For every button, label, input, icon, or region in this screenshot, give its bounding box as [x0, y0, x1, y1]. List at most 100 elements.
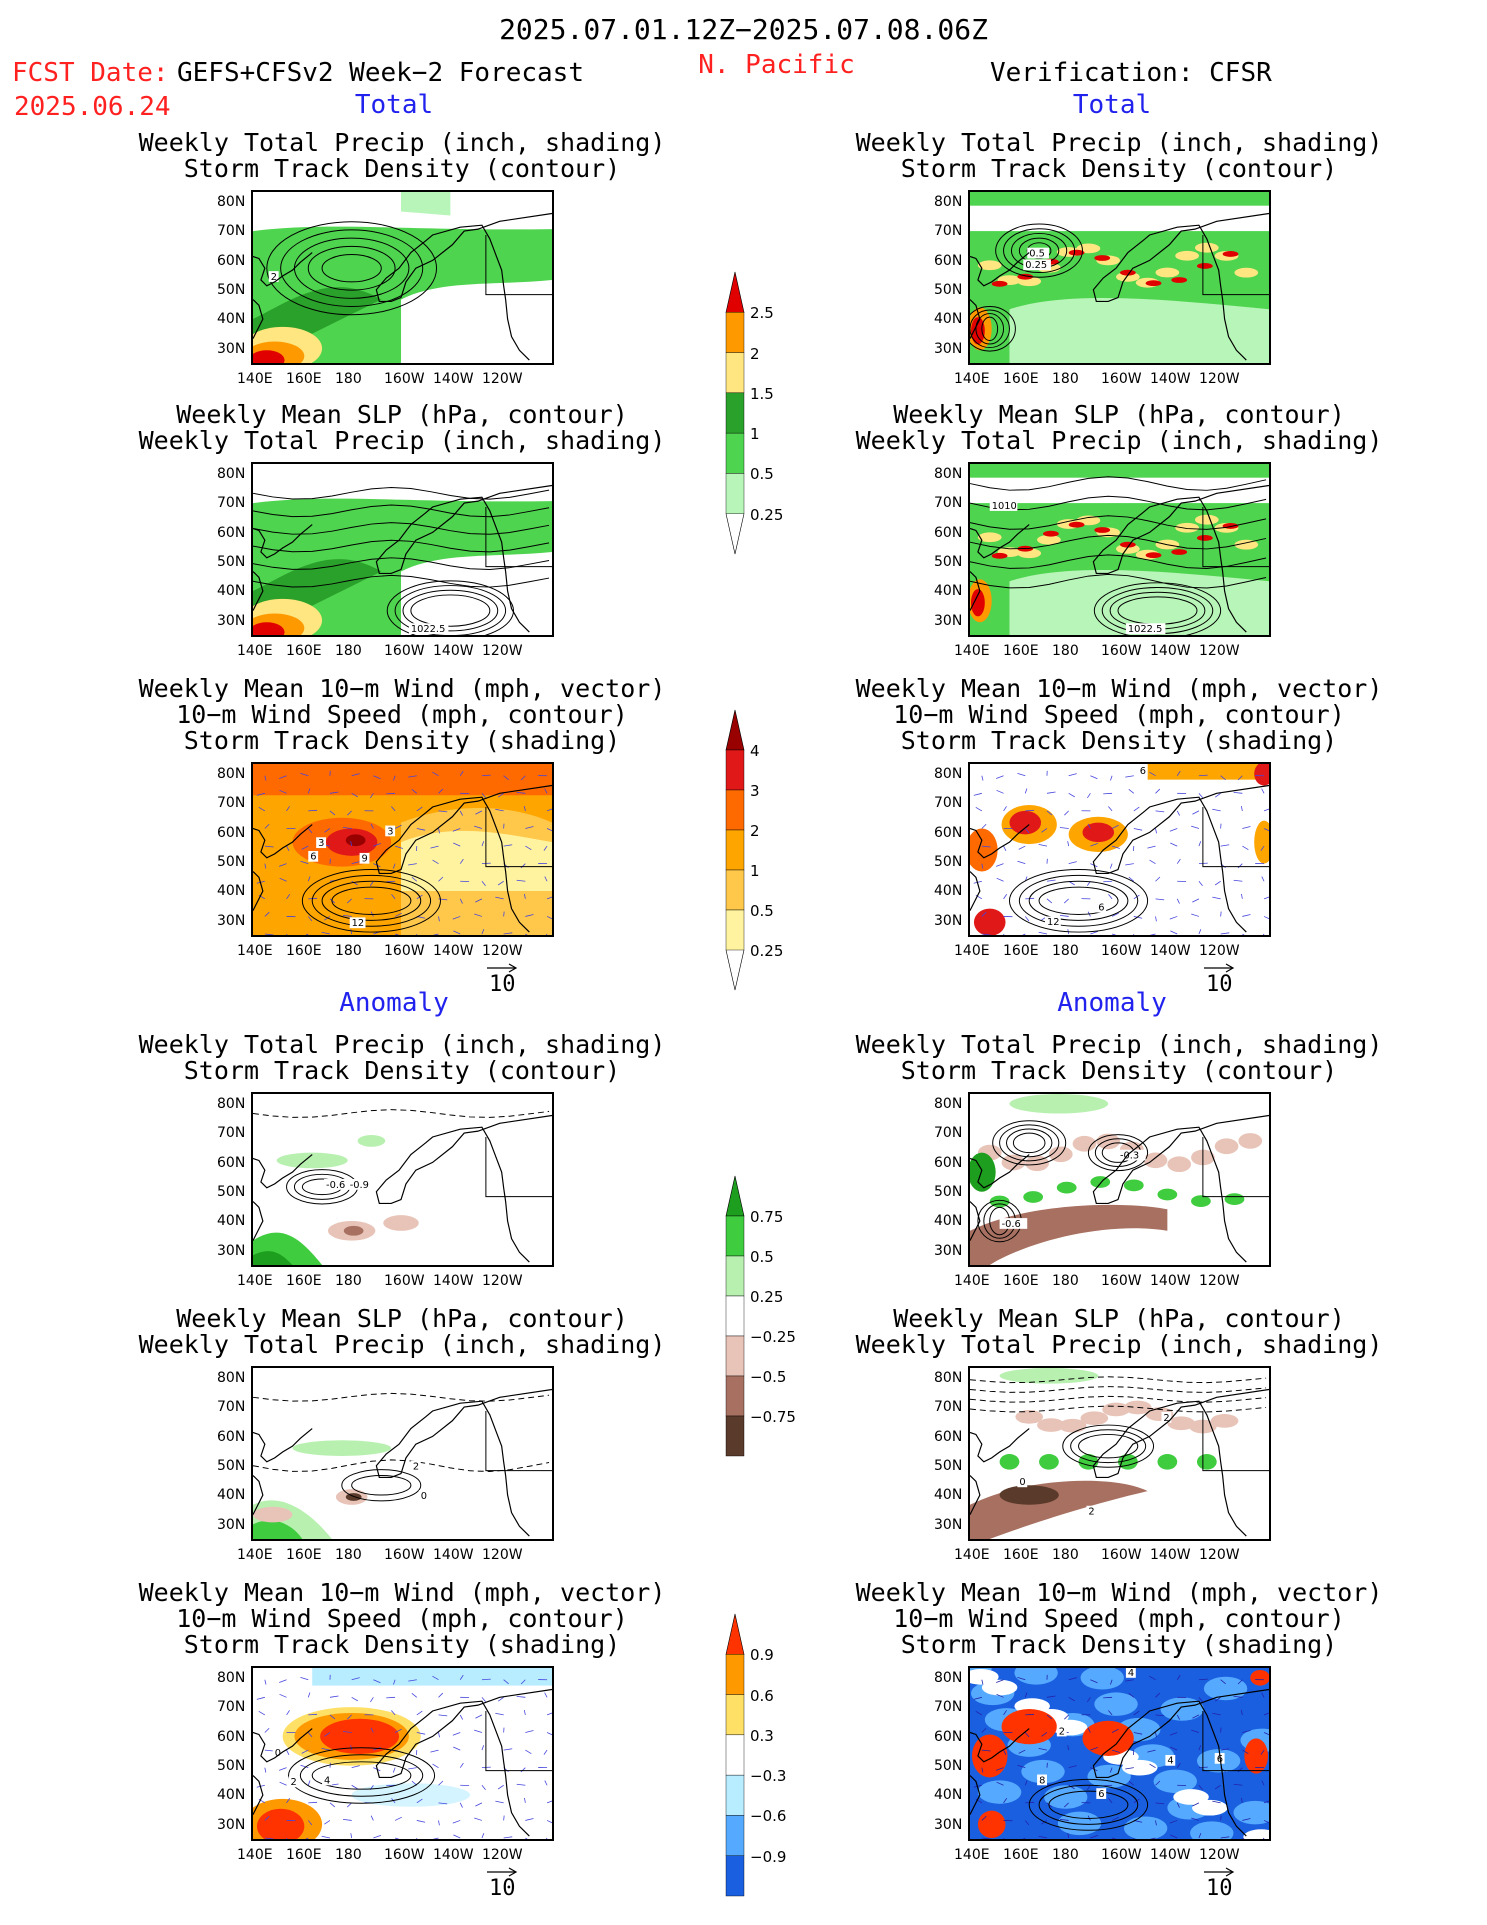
- lon-label: 180: [335, 371, 362, 387]
- colorbar-label: −0.25: [750, 1328, 796, 1346]
- svg-text:1022.5: 1022.5: [1128, 624, 1162, 635]
- lat-label: 50N: [217, 553, 246, 570]
- lat-label: 80N: [934, 1096, 963, 1112]
- map-svg: 1010 1022.5: [970, 464, 1269, 635]
- lon-label: 160E: [286, 1547, 322, 1563]
- panel-title-line: Weekly Total Precip (inch, shading): [138, 426, 666, 455]
- section-total-verification: Total: [1072, 90, 1152, 120]
- vector-ref-value: 10: [1206, 972, 1233, 997]
- map-frame: 1022.5: [251, 462, 554, 637]
- lon-label: 160E: [1003, 1847, 1039, 1863]
- lat-label: 30N: [934, 912, 963, 929]
- lat-label: 40N: [934, 311, 963, 328]
- section-anomaly-forecast: Anomaly: [339, 988, 449, 1018]
- colorbar-svg: [725, 709, 745, 991]
- svg-text:0: 0: [421, 1491, 427, 1502]
- lat-label: 50N: [217, 1757, 246, 1774]
- lon-label: 160W: [1101, 1547, 1142, 1563]
- lon-label: 140W: [1150, 1847, 1191, 1863]
- colorbar-svg: [725, 1175, 745, 1457]
- lat-label: 30N: [934, 1816, 963, 1833]
- lon-label: 120W: [1199, 1847, 1240, 1863]
- lon-label: 180: [335, 643, 362, 659]
- panel-title-line: Weekly Mean 10−m Wind (mph, vector): [855, 674, 1383, 703]
- lon-label: 140E: [954, 943, 990, 959]
- lat-label: 40N: [217, 1487, 246, 1504]
- svg-text:1010: 1010: [992, 501, 1017, 512]
- lon-label: 140E: [237, 943, 273, 959]
- lat-label: 30N: [217, 1516, 246, 1533]
- vector-arrow-icon: [1204, 1867, 1235, 1877]
- map-svg: -0.6 -0.9: [253, 1094, 552, 1265]
- colorbar-label: 0.6: [750, 1686, 774, 1705]
- lat-label: 30N: [217, 1242, 246, 1259]
- svg-text:8: 8: [1039, 1775, 1045, 1786]
- lon-label: 140W: [433, 371, 474, 387]
- lat-label: 60N: [217, 1428, 246, 1445]
- vector-reference: 10: [485, 1866, 519, 1900]
- lon-label: 140E: [237, 643, 273, 659]
- lon-label: 160E: [1003, 643, 1039, 659]
- lon-label: 120W: [482, 943, 523, 959]
- panel-title-line: Storm Track Density (contour): [900, 1056, 1338, 1085]
- lat-label: 60N: [934, 252, 963, 269]
- svg-text:4: 4: [1128, 1668, 1134, 1679]
- lat-label: 60N: [934, 1154, 963, 1171]
- panel-title-line: Weekly Total Precip (inch, shading): [855, 1030, 1383, 1059]
- lon-label: 140E: [954, 1547, 990, 1563]
- map-frame: 2: [251, 190, 554, 365]
- lat-label: 50N: [217, 1457, 246, 1474]
- lat-label: 60N: [217, 524, 246, 541]
- map-svg: 1022.5: [253, 464, 552, 635]
- colorbar-label: 2: [750, 344, 760, 363]
- svg-text:3: 3: [387, 826, 393, 837]
- panel-title-line: Weekly Mean SLP (hPa, contour): [893, 400, 1345, 429]
- map-frame: 0 2 4: [251, 1666, 554, 1841]
- map-svg: 20: [253, 1368, 552, 1539]
- lon-label: 140W: [433, 1273, 474, 1289]
- lon-label: 160E: [286, 371, 322, 387]
- lon-label: 180: [335, 943, 362, 959]
- lon-label: 120W: [1199, 943, 1240, 959]
- lat-label: 70N: [217, 1699, 246, 1716]
- lat-label: 80N: [217, 466, 246, 482]
- lat-label: 60N: [217, 252, 246, 269]
- lat-label: 70N: [217, 1399, 246, 1416]
- vector-ref-value: 10: [489, 972, 516, 997]
- lat-label: 50N: [934, 553, 963, 570]
- lat-label: 80N: [217, 766, 246, 782]
- colorbar-label: 0.5: [750, 1248, 774, 1266]
- lon-label: 160W: [1101, 371, 1142, 387]
- svg-text:-0.9: -0.9: [350, 1180, 369, 1191]
- colorbar-label: 2: [750, 822, 760, 840]
- section-total-forecast: Total: [354, 90, 434, 120]
- lat-label: 80N: [934, 1370, 963, 1386]
- colorbar-label: 0.25: [750, 505, 784, 524]
- lat-label: 80N: [217, 1096, 246, 1112]
- section-anomaly-verification: Anomaly: [1057, 988, 1167, 1018]
- lat-label: 80N: [934, 1670, 963, 1686]
- map-svg: 6 12 6: [970, 764, 1269, 935]
- lat-label: 40N: [934, 1487, 963, 1504]
- lon-label: 140E: [237, 1273, 273, 1289]
- lat-label: 80N: [934, 466, 963, 482]
- svg-text:2: 2: [1088, 1507, 1094, 1518]
- colorbar-label: 0.25: [750, 1288, 784, 1306]
- map-svg: 2: [253, 192, 552, 363]
- lon-label: 180: [1052, 371, 1079, 387]
- lon-label: 160E: [286, 1847, 322, 1863]
- lon-label: 160E: [1003, 1273, 1039, 1289]
- svg-text:4: 4: [324, 1775, 330, 1786]
- colorbar-label: 3: [750, 782, 760, 800]
- lon-label: 120W: [482, 643, 523, 659]
- panel-title-line: Weekly Mean 10−m Wind (mph, vector): [138, 674, 666, 703]
- panel-title-line: Storm Track Density (shading): [183, 1630, 621, 1659]
- lat-label: 30N: [217, 1816, 246, 1833]
- lon-label: 140W: [433, 943, 474, 959]
- svg-text:1022.5: 1022.5: [411, 624, 445, 635]
- svg-text:6: 6: [1098, 1789, 1104, 1800]
- vector-arrow-icon: [487, 963, 518, 973]
- map-svg: 2 0 2: [970, 1368, 1269, 1539]
